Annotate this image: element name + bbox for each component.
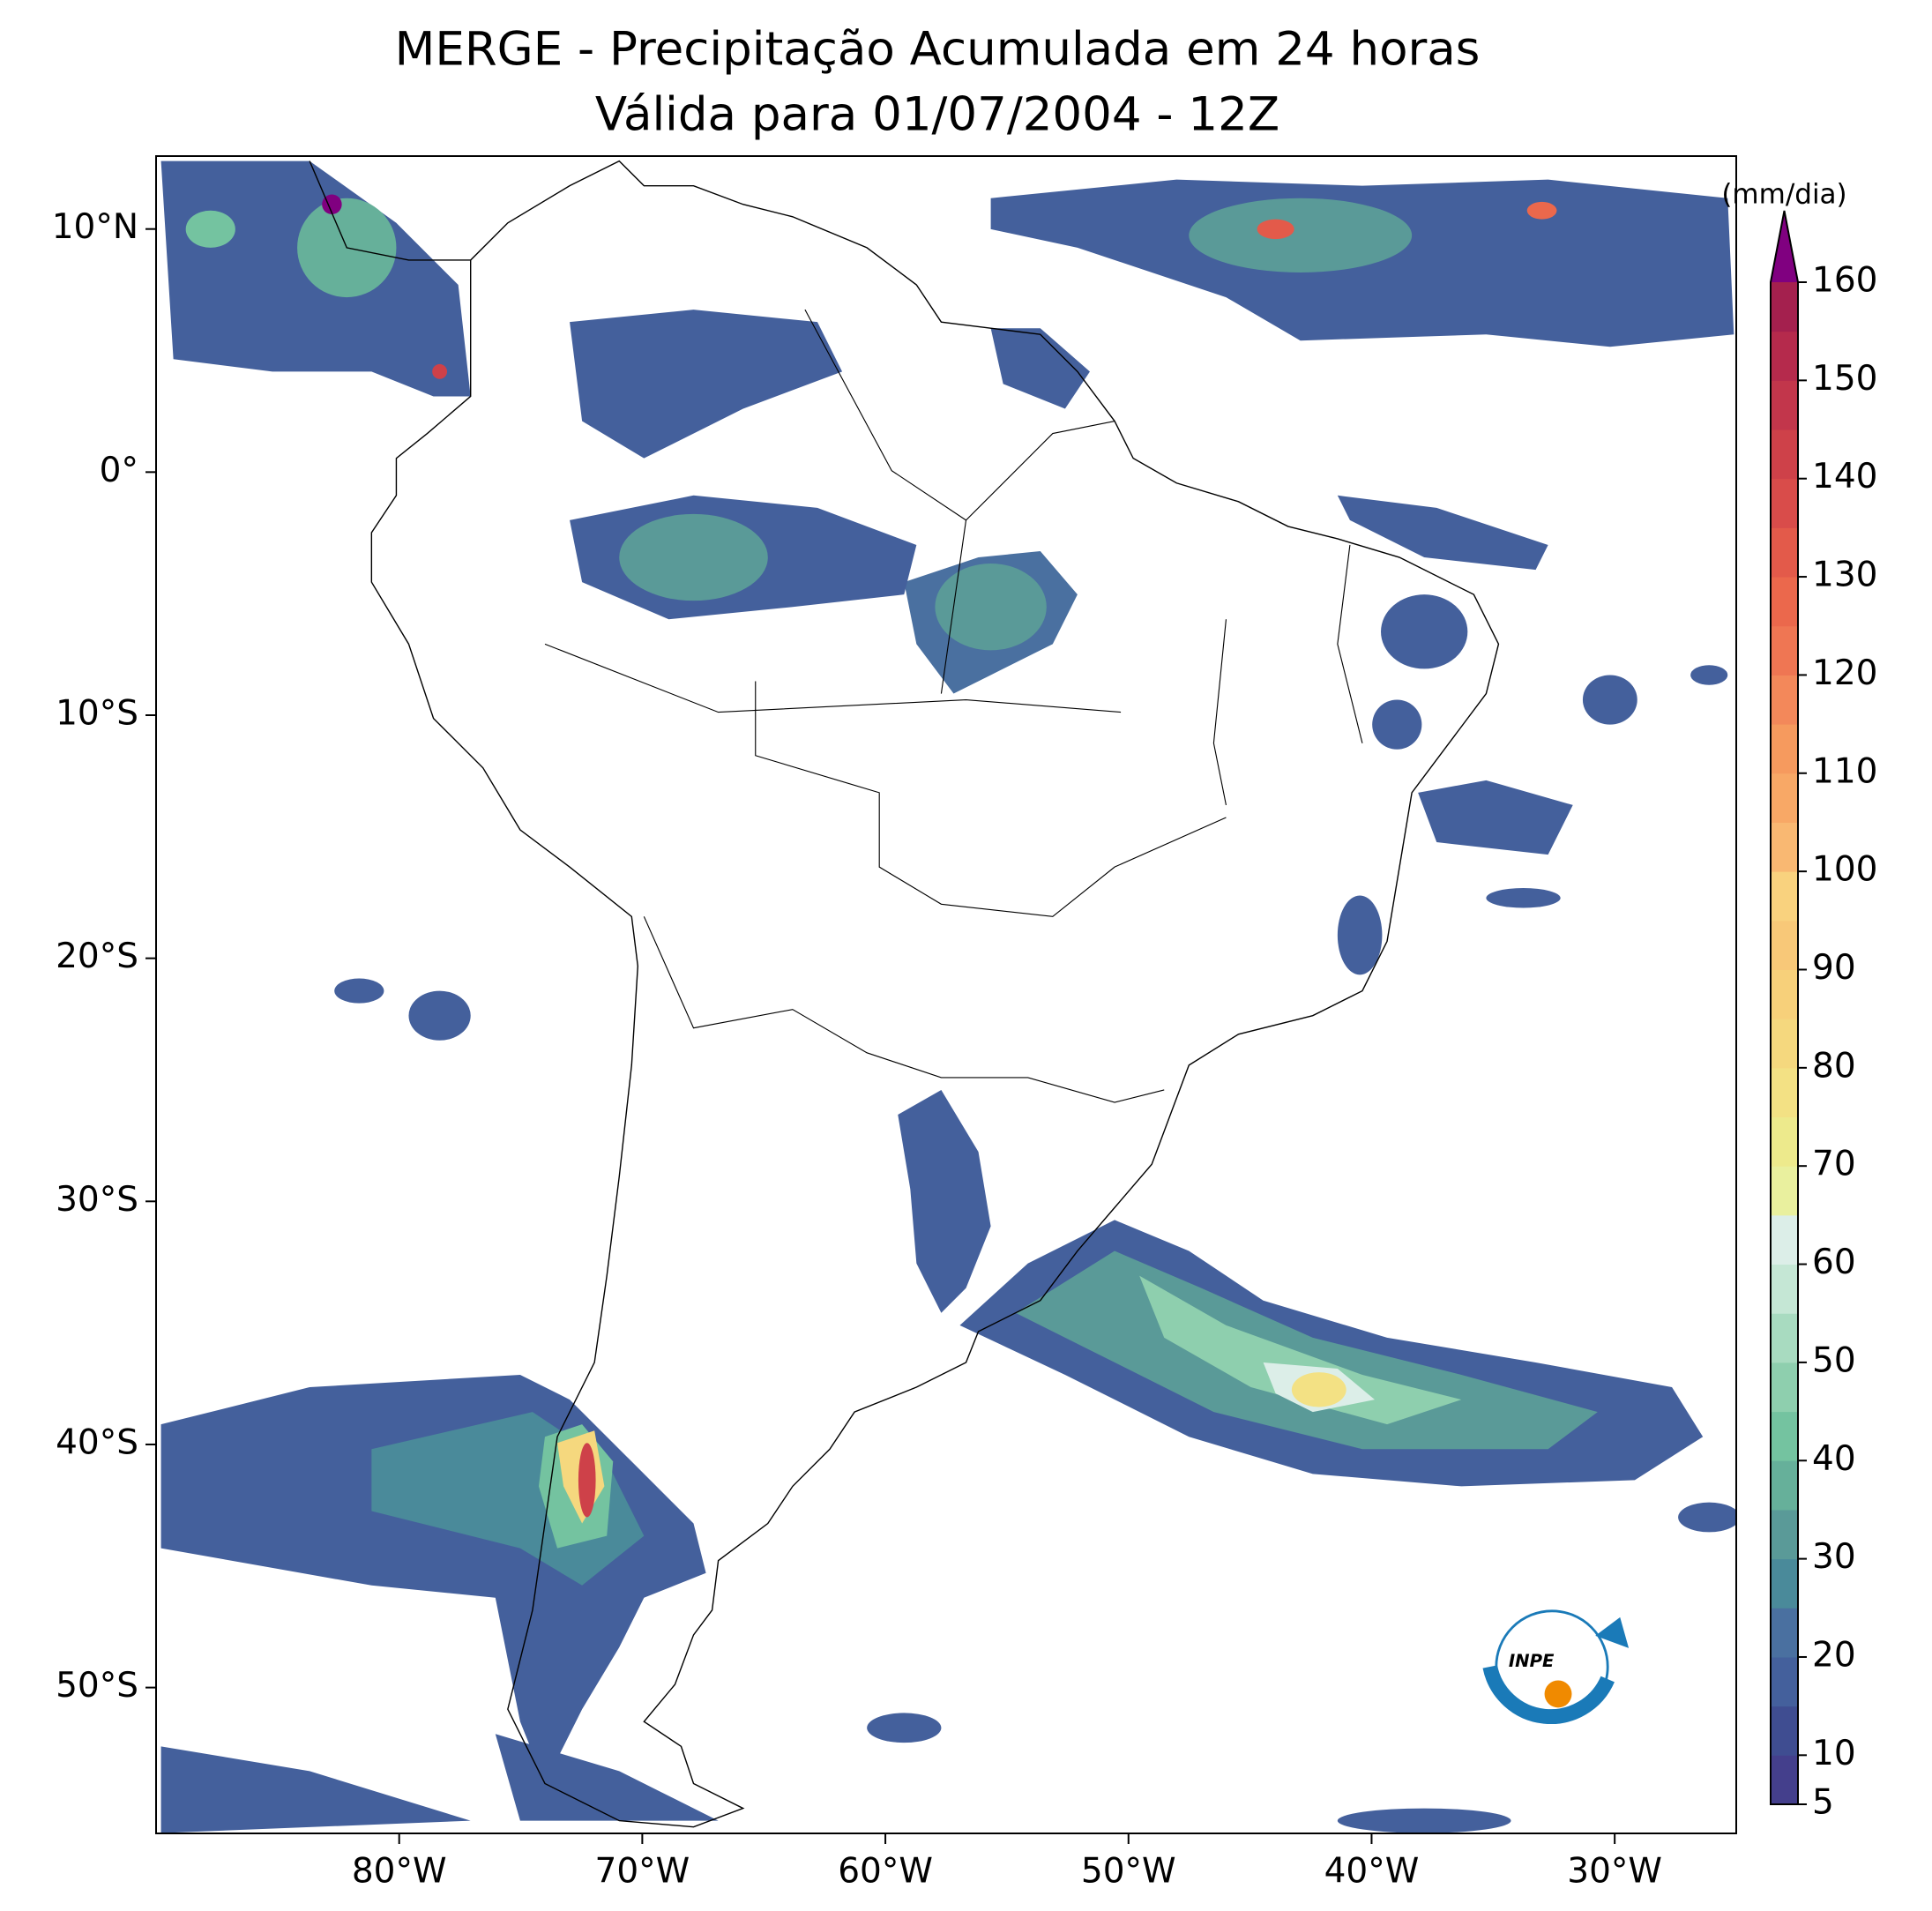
y-tick-label: 10°N — [52, 207, 138, 247]
colorbar-tick-label: 150 — [1812, 359, 1877, 399]
colorbar-segment — [1771, 625, 1798, 676]
colorbar-outline — [1770, 210, 1799, 1805]
x-tick-label: 80°W — [352, 1852, 447, 1892]
colorbar-tick-label: 60 — [1812, 1243, 1856, 1282]
colorbar-tick-label: 110 — [1812, 751, 1877, 791]
colorbar-segment — [1771, 1460, 1798, 1511]
colorbar-tick-label: 10 — [1812, 1734, 1856, 1773]
colorbar-segment — [1771, 1509, 1798, 1560]
logo: INPE — [1482, 1609, 1630, 1725]
colorbar-segment — [1771, 1264, 1798, 1314]
colorbar-segment — [1771, 331, 1798, 381]
map-subtitle: Válida para 01/07/2004 - 12Z — [595, 88, 1279, 142]
colorbar-tick-label: 160 — [1812, 261, 1877, 301]
colorbar-segment — [1771, 380, 1798, 430]
colorbar-segment — [1771, 675, 1798, 725]
colorbar-segment — [1771, 1116, 1798, 1167]
colorbar-tick-label: 5 — [1812, 1783, 1834, 1823]
colorbar-extend — [1771, 211, 1798, 282]
colorbar-tick-label: 90 — [1812, 948, 1856, 988]
colorbar-segment — [1771, 527, 1798, 578]
colorbar-segment — [1771, 920, 1798, 970]
y-tick-label: 10°S — [56, 694, 138, 734]
colorbar-tick-label: 80 — [1812, 1046, 1856, 1086]
colorbar-segment — [1771, 1558, 1798, 1609]
colorbar-segment — [1771, 1411, 1798, 1461]
x-tick-label: 50°W — [1081, 1852, 1176, 1892]
colorbar-segment — [1771, 1362, 1798, 1413]
x-tick-label: 60°W — [838, 1852, 933, 1892]
map-frame — [155, 155, 1737, 1834]
logo-text: INPE — [1509, 1651, 1555, 1671]
colorbar-segment — [1771, 429, 1798, 480]
colorbar-segment — [1771, 773, 1798, 823]
colorbar-segment — [1771, 1706, 1798, 1756]
x-tick-label: 40°W — [1324, 1852, 1420, 1892]
colorbar-segment — [1771, 969, 1798, 1019]
colorbar-segment — [1771, 1608, 1798, 1658]
colorbar-tick-label: 140 — [1812, 457, 1877, 496]
colorbar-segment — [1771, 1019, 1798, 1069]
x-tick-label: 70°W — [595, 1852, 690, 1892]
map-title: MERGE - Precipitação Acumulada em 24 hor… — [395, 23, 1481, 77]
x-tick-label: 30°W — [1567, 1852, 1662, 1892]
coastline — [309, 160, 1500, 1828]
colorbar-segment — [1771, 1755, 1798, 1805]
colorbar-segment — [1771, 1166, 1798, 1216]
colorbar-tick-label: 130 — [1812, 556, 1877, 595]
y-tick-label: 50°S — [56, 1666, 138, 1706]
colorbar-segment — [1771, 577, 1798, 627]
colorbar-tick-label: 120 — [1812, 653, 1877, 693]
colorbar-tick-label: 50 — [1812, 1340, 1856, 1380]
y-tick-label: 40°S — [56, 1422, 138, 1462]
colorbar-segment — [1771, 1214, 1798, 1265]
colorbar-segment — [1771, 478, 1798, 528]
colorbar-segment — [1771, 1656, 1798, 1707]
colorbar-tick-label: 30 — [1812, 1537, 1856, 1577]
colorbar-segment — [1771, 282, 1798, 332]
colorbar-segment — [1771, 822, 1798, 872]
y-tick-label: 30°S — [56, 1180, 138, 1220]
colorbar-tick-label: 20 — [1812, 1635, 1856, 1675]
colorbar-tick-label: 100 — [1812, 850, 1877, 890]
colorbar-tick-label: 70 — [1812, 1145, 1856, 1184]
colorbar-label: (mm/dia) — [1721, 179, 1846, 211]
colorbar-segment — [1771, 1067, 1798, 1118]
map-area — [160, 160, 1736, 1833]
y-tick-label: 20°S — [56, 937, 138, 976]
colorbar-segment — [1771, 1313, 1798, 1363]
y-tick-label: 0° — [100, 451, 138, 490]
precip-field — [160, 160, 1736, 1833]
colorbar-tick-label: 40 — [1812, 1439, 1856, 1479]
colorbar-segment — [1771, 724, 1798, 774]
colorbar-segment — [1771, 871, 1798, 922]
